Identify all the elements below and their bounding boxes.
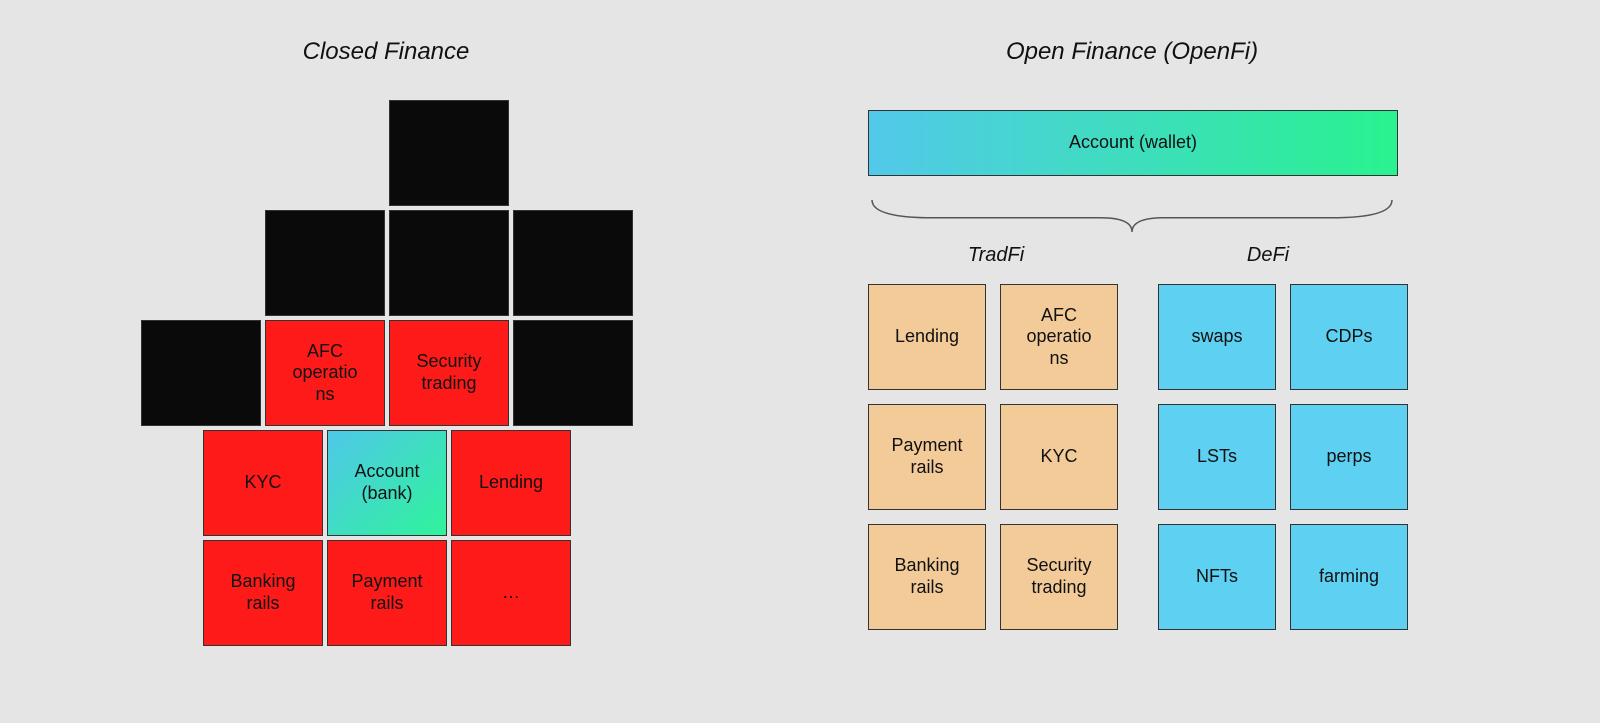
brace-connector xyxy=(870,198,1394,234)
cell-label: Banking rails xyxy=(894,555,959,598)
defi-subheader: DeFi xyxy=(1208,244,1328,267)
tradfi-subheader: TradFi xyxy=(936,244,1056,267)
defi-cell: swaps xyxy=(1158,284,1276,390)
tradfi-cell: Banking rails xyxy=(868,524,986,630)
cell-label: Banking rails xyxy=(230,571,295,614)
tradfi-cell: KYC xyxy=(1000,404,1118,510)
closed-finance-cell: Banking rails xyxy=(203,540,323,646)
closed-finance-title: Closed Finance xyxy=(236,38,536,66)
cell-label: perps xyxy=(1326,446,1371,468)
defi-cell: NFTs xyxy=(1158,524,1276,630)
defi-cell: LSTs xyxy=(1158,404,1276,510)
cell-label: KYC xyxy=(1040,446,1077,468)
cell-label: KYC xyxy=(244,472,281,494)
cell-label: CDPs xyxy=(1325,326,1372,348)
closed-finance-cell: AFC operatio ns xyxy=(265,320,385,426)
cell-label: Security trading xyxy=(416,351,481,394)
cell-label: swaps xyxy=(1191,326,1242,348)
cell-label: farming xyxy=(1319,566,1379,588)
cell-label: Payment rails xyxy=(891,435,962,478)
closed-finance-cell: KYC xyxy=(203,430,323,536)
cell-label: Security trading xyxy=(1026,555,1091,598)
open-finance-title: Open Finance (OpenFi) xyxy=(982,38,1282,66)
closed-finance-cell: Account (bank) xyxy=(327,430,447,536)
tradfi-cell: Payment rails xyxy=(868,404,986,510)
tradfi-cell: Security trading xyxy=(1000,524,1118,630)
closed-finance-cell-empty xyxy=(265,210,385,316)
tradfi-cell: Lending xyxy=(868,284,986,390)
cell-label: Lending xyxy=(895,326,959,348)
closed-finance-cell-empty xyxy=(389,100,509,206)
account-wallet-box: Account (wallet) xyxy=(868,110,1398,176)
cell-label: Payment rails xyxy=(351,571,422,614)
tradfi-cell: AFC operatio ns xyxy=(1000,284,1118,390)
defi-cell: perps xyxy=(1290,404,1408,510)
cell-label: Lending xyxy=(479,472,543,494)
closed-finance-cell-empty xyxy=(389,210,509,316)
cell-label: AFC operatio ns xyxy=(292,341,357,406)
closed-finance-cell-empty xyxy=(513,210,633,316)
closed-finance-cell: Security trading xyxy=(389,320,509,426)
cell-label: … xyxy=(502,582,520,604)
closed-finance-cell: Lending xyxy=(451,430,571,536)
account-wallet-label: Account (wallet) xyxy=(1069,132,1197,154)
defi-cell: CDPs xyxy=(1290,284,1408,390)
defi-cell: farming xyxy=(1290,524,1408,630)
cell-label: NFTs xyxy=(1196,566,1238,588)
cell-label: AFC operatio ns xyxy=(1026,305,1091,370)
closed-finance-cell: … xyxy=(451,540,571,646)
closed-finance-cell-empty xyxy=(141,320,261,426)
closed-finance-cell-empty xyxy=(513,320,633,426)
cell-label: Account (bank) xyxy=(354,461,419,504)
cell-label: LSTs xyxy=(1197,446,1237,468)
closed-finance-cell: Payment rails xyxy=(327,540,447,646)
